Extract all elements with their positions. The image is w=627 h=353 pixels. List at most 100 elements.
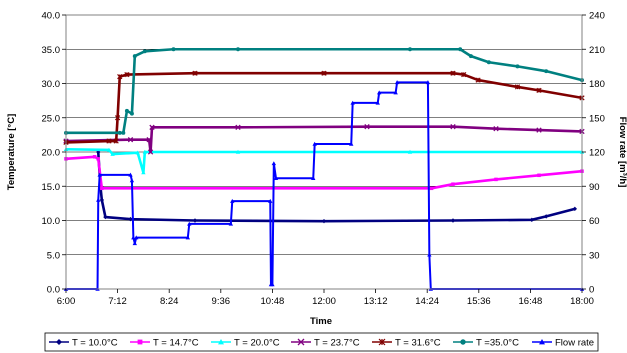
series-marker (110, 151, 115, 156)
series-marker (96, 197, 101, 202)
series-marker (117, 130, 122, 135)
legend-item: T = 14.7°C (130, 338, 199, 349)
series-2 (63, 147, 585, 175)
x-tick-label: 12:00 (312, 296, 336, 307)
series-marker (475, 77, 481, 83)
series-marker (297, 338, 305, 346)
series-5 (64, 47, 584, 135)
series-marker (529, 217, 535, 223)
y-tick-label: 25.0 (42, 113, 61, 124)
series-line (66, 47, 583, 135)
series-marker (461, 71, 467, 78)
series-marker (321, 70, 327, 76)
series-marker (230, 198, 235, 203)
series-marker (146, 137, 152, 143)
series-marker (460, 339, 466, 345)
y2-tick-label: 180 (589, 79, 605, 90)
y-tick-label: 30.0 (42, 79, 61, 90)
legend-label: T = 10.0°C (72, 338, 118, 349)
series-marker (407, 149, 413, 154)
legend-label: T = 31.6°C (395, 338, 441, 349)
legend-item: T = 31.6°C (372, 338, 441, 349)
series-marker (147, 149, 154, 155)
series-marker (141, 170, 146, 175)
x-tick-label: 13:12 (364, 296, 388, 307)
y2-tick-label: 120 (589, 148, 605, 159)
legend-item: T = 20.0°C (211, 338, 280, 349)
series-marker (236, 47, 240, 52)
x-tick-label: 10:48 (261, 296, 285, 307)
series-marker (321, 218, 327, 224)
series-marker (493, 126, 499, 132)
series-marker (536, 127, 542, 133)
series-marker (375, 100, 380, 105)
y-tick-label: 0.0 (47, 285, 60, 296)
x-axis-title: Time (310, 316, 332, 327)
series-marker (103, 214, 108, 220)
series-marker (378, 338, 386, 346)
y-tick-label: 15.0 (42, 182, 61, 193)
y-axis-title: Temperature [°C] (6, 114, 17, 190)
legend: T = 10.0°C T = 14.7°C T = 20.0°C T = 23.7°C… (44, 332, 599, 352)
series-marker (92, 155, 97, 159)
x-tick-label: 6:00 (57, 296, 76, 307)
series-marker (56, 339, 62, 345)
legend-box (44, 332, 599, 352)
series-marker (124, 71, 130, 78)
y2-tick-label: 150 (589, 113, 605, 124)
series-marker (450, 70, 456, 76)
series-marker (96, 149, 101, 155)
series-marker (132, 54, 137, 59)
series-line (65, 71, 583, 144)
series-marker (311, 176, 316, 181)
series-marker (514, 84, 521, 90)
series-marker (450, 123, 456, 130)
y-tick-label: 35.0 (42, 45, 61, 56)
series-marker (425, 80, 431, 85)
y2-tick-label: 90 (589, 182, 600, 193)
series-marker (543, 214, 549, 219)
y-axis-left: 0.0 5.0 10.0 15.0 20.0 25.0 30.0 35.0 40.0 (42, 11, 66, 296)
legend-label: T = 23.7°C (314, 338, 360, 349)
y2-tick-label: 210 (589, 45, 605, 56)
x-tick-label: 14:24 (415, 296, 439, 307)
plot-series (63, 47, 585, 291)
series-marker (117, 74, 123, 80)
y-tick-label: 5.0 (47, 250, 60, 261)
x-tick-label: 7:12 (108, 296, 127, 307)
series-marker (228, 221, 234, 226)
series-marker (106, 147, 112, 152)
series-marker (408, 47, 412, 52)
series-marker (270, 282, 275, 287)
series-marker (128, 172, 133, 177)
series-marker (468, 54, 473, 59)
series-marker (544, 69, 549, 74)
series-marker (132, 241, 137, 246)
legend-label: T =35.0°C (476, 338, 519, 349)
series-marker (364, 123, 370, 130)
legend-label: T = 20.0°C (234, 338, 280, 349)
legend-label: T = 14.7°C (153, 338, 199, 349)
legend-item: T =35.0°C (453, 338, 519, 349)
y2-tick-label: 0 (589, 285, 594, 296)
legend-item: T = 10.0°C (49, 338, 118, 349)
series-marker (192, 70, 198, 76)
series-marker (106, 138, 112, 144)
legend-label: Flow rate (555, 338, 594, 349)
series-marker (127, 137, 134, 143)
series-6 (63, 80, 585, 291)
series-marker (129, 178, 135, 183)
series-marker (97, 172, 102, 177)
series-marker (515, 64, 520, 69)
series-marker (171, 47, 176, 52)
series-marker (349, 141, 354, 146)
series-marker (192, 218, 198, 223)
series-marker (129, 111, 134, 116)
series-marker (218, 339, 224, 345)
series-marker (121, 130, 126, 135)
x-tick-label: 16:48 (519, 296, 543, 307)
series-marker (100, 186, 104, 191)
series-marker (427, 252, 432, 257)
series-marker (135, 150, 140, 155)
